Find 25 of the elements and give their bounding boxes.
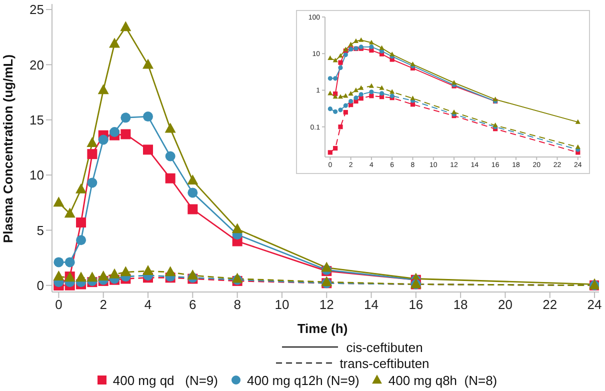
y-tick-label: 5 xyxy=(36,222,44,238)
legend-label: 400 mg qd (N=9) xyxy=(112,372,218,388)
x-tick-label: 4 xyxy=(144,297,152,312)
legend-label: 400 mg q12h (N=9) xyxy=(247,372,360,388)
y-tick-label: 15 xyxy=(30,112,44,128)
x-tick-label: 6 xyxy=(189,297,196,312)
y-tick-label: 20 xyxy=(30,57,44,72)
legend-label: cis-ceftibuten xyxy=(346,340,423,354)
x-tick-label: 16 xyxy=(408,297,424,312)
legend-label: 400 mg q8h (N=8) xyxy=(388,372,498,388)
y-tick-label: 0 xyxy=(36,278,44,293)
x-tick-label: 8 xyxy=(234,297,241,312)
legend-label: trans-ceftibuten xyxy=(340,356,430,370)
x-tick-label: 12 xyxy=(319,297,334,312)
x-tick-label: 22 xyxy=(542,297,558,312)
x-tick-label: 20 xyxy=(498,297,512,312)
x-axis-title: Time (h) xyxy=(296,320,349,338)
x-tick-label: 10 xyxy=(274,297,290,312)
x-tick-label: 2 xyxy=(100,297,107,312)
y-axis-title: Plasma Concentration (ug/mL) xyxy=(0,54,16,243)
y-tick-label: 25 xyxy=(30,2,44,18)
x-tick-label: 0 xyxy=(55,297,62,312)
x-tick-label: 18 xyxy=(453,297,468,312)
x-tick-label: 24 xyxy=(587,297,602,312)
x-tick-label: 14 xyxy=(364,297,379,312)
